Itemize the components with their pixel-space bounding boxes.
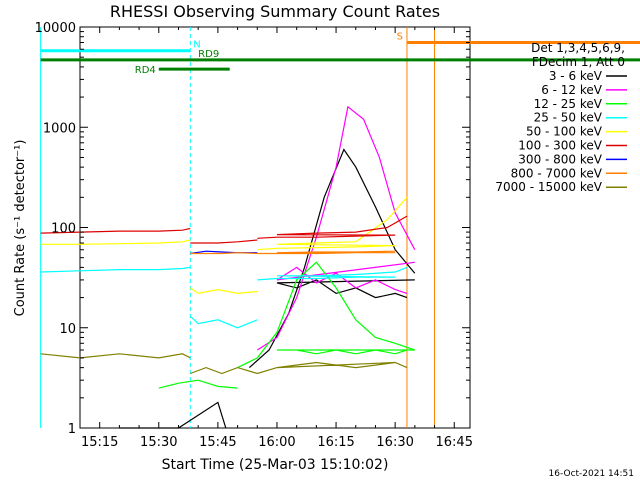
series-line-12-25-keV-segment-0 [158,379,238,389]
x-tick-label-3: 16:00 [258,435,295,450]
legend-label-25-50-keV: 25 - 50 keV [534,111,603,125]
x-tick-label-1: 15:30 [140,435,177,450]
x-tick-label-4: 16:15 [317,435,354,450]
y-tick-label-1: 10 [59,322,76,337]
y-tick-label-4: 10000 [35,21,76,36]
series-line-7000-15000-keV-segment-1 [190,361,408,375]
series-line-3-6-keV-segment-2 [276,279,415,299]
x-tick-label-5: 16:30 [376,435,413,450]
series-line-25-50-keV-segment-0 [40,266,191,273]
series-line-100-300-keV-segment-2 [257,215,408,239]
legend-header-line-1: Det 1,3,4,5,6,9, [531,41,625,55]
vertical-lines [40,27,436,428]
x-tick-label-0: 15:15 [81,435,118,450]
legend-label-300-800-keV: 300 - 800 keV [518,152,602,166]
x-axis-label: Start Time (25-Mar-03 15:10:02) [162,457,389,473]
flag-label-3: RD4 [135,65,156,76]
y-axis-label: Count Rate (s⁻¹ detector⁻¹) [13,140,28,317]
series-line-6-12-keV-segment-0 [256,105,416,351]
legend: Det 1,3,4,5,6,9, FDecim 1, Att 0 3 - 6 k… [495,41,627,194]
y-tick-label-2: 100 [51,222,76,237]
legend-label-3-6-keV: 3 - 6 keV [549,69,603,83]
series-lines [40,105,416,429]
series-line-25-50-keV-segment-2 [257,266,408,281]
legend-label-800-7000-keV: 800 - 7000 keV [511,166,603,180]
y-tick-label-0: 1 [68,422,76,437]
axes: 15:15 15:30 15:45 16:00 16:15 16:30 16:45 1 10 10… [35,21,473,450]
series-line-12-25-keV-segment-1 [237,261,415,369]
chart-title: RHESSI Observing Summary Count Rates [110,2,440,21]
flag-label-2: RD9 [198,49,219,60]
series-line-50-100-keV-segment-2 [257,196,408,251]
x-tick-label-2: 15:45 [199,435,236,450]
y-tick-label-3: 1000 [43,121,76,136]
series-line-25-50-keV-segment-1 [189,315,258,329]
series-line-3-6-keV-segment-0 [119,401,227,429]
legend-label-12-25-keV: 12 - 25 keV [534,97,603,111]
legend-label-50-100-keV: 50 - 100 keV [526,125,603,139]
footer-timestamp: 16-Oct-2021 14:51 [549,469,634,479]
flag-label-4: S [397,32,403,43]
legend-header-line-2: FDecim 1, Att 0 [532,55,625,69]
flag-label-0: N [193,40,200,51]
series-line-7000-15000-keV-segment-0 [40,353,191,359]
series-line-100-300-keV-segment-0 [40,227,191,234]
x-tick-label-6: 16:45 [436,435,473,450]
legend-label-7000-15000-keV: 7000 - 15000 keV [495,180,602,194]
series-line-100-300-keV-segment-1 [190,239,258,244]
series-line-50-100-keV-segment-1 [189,287,258,295]
series-line-800-7000-keV-segment-0 [190,250,396,255]
series-line-50-100-keV-segment-0 [40,239,191,245]
legend-label-100-300-keV: 100 - 300 keV [518,139,602,153]
flag-bars: NNRD9RD4S [40,32,640,76]
legend-label-6-12-keV: 6 - 12 keV [541,83,603,97]
